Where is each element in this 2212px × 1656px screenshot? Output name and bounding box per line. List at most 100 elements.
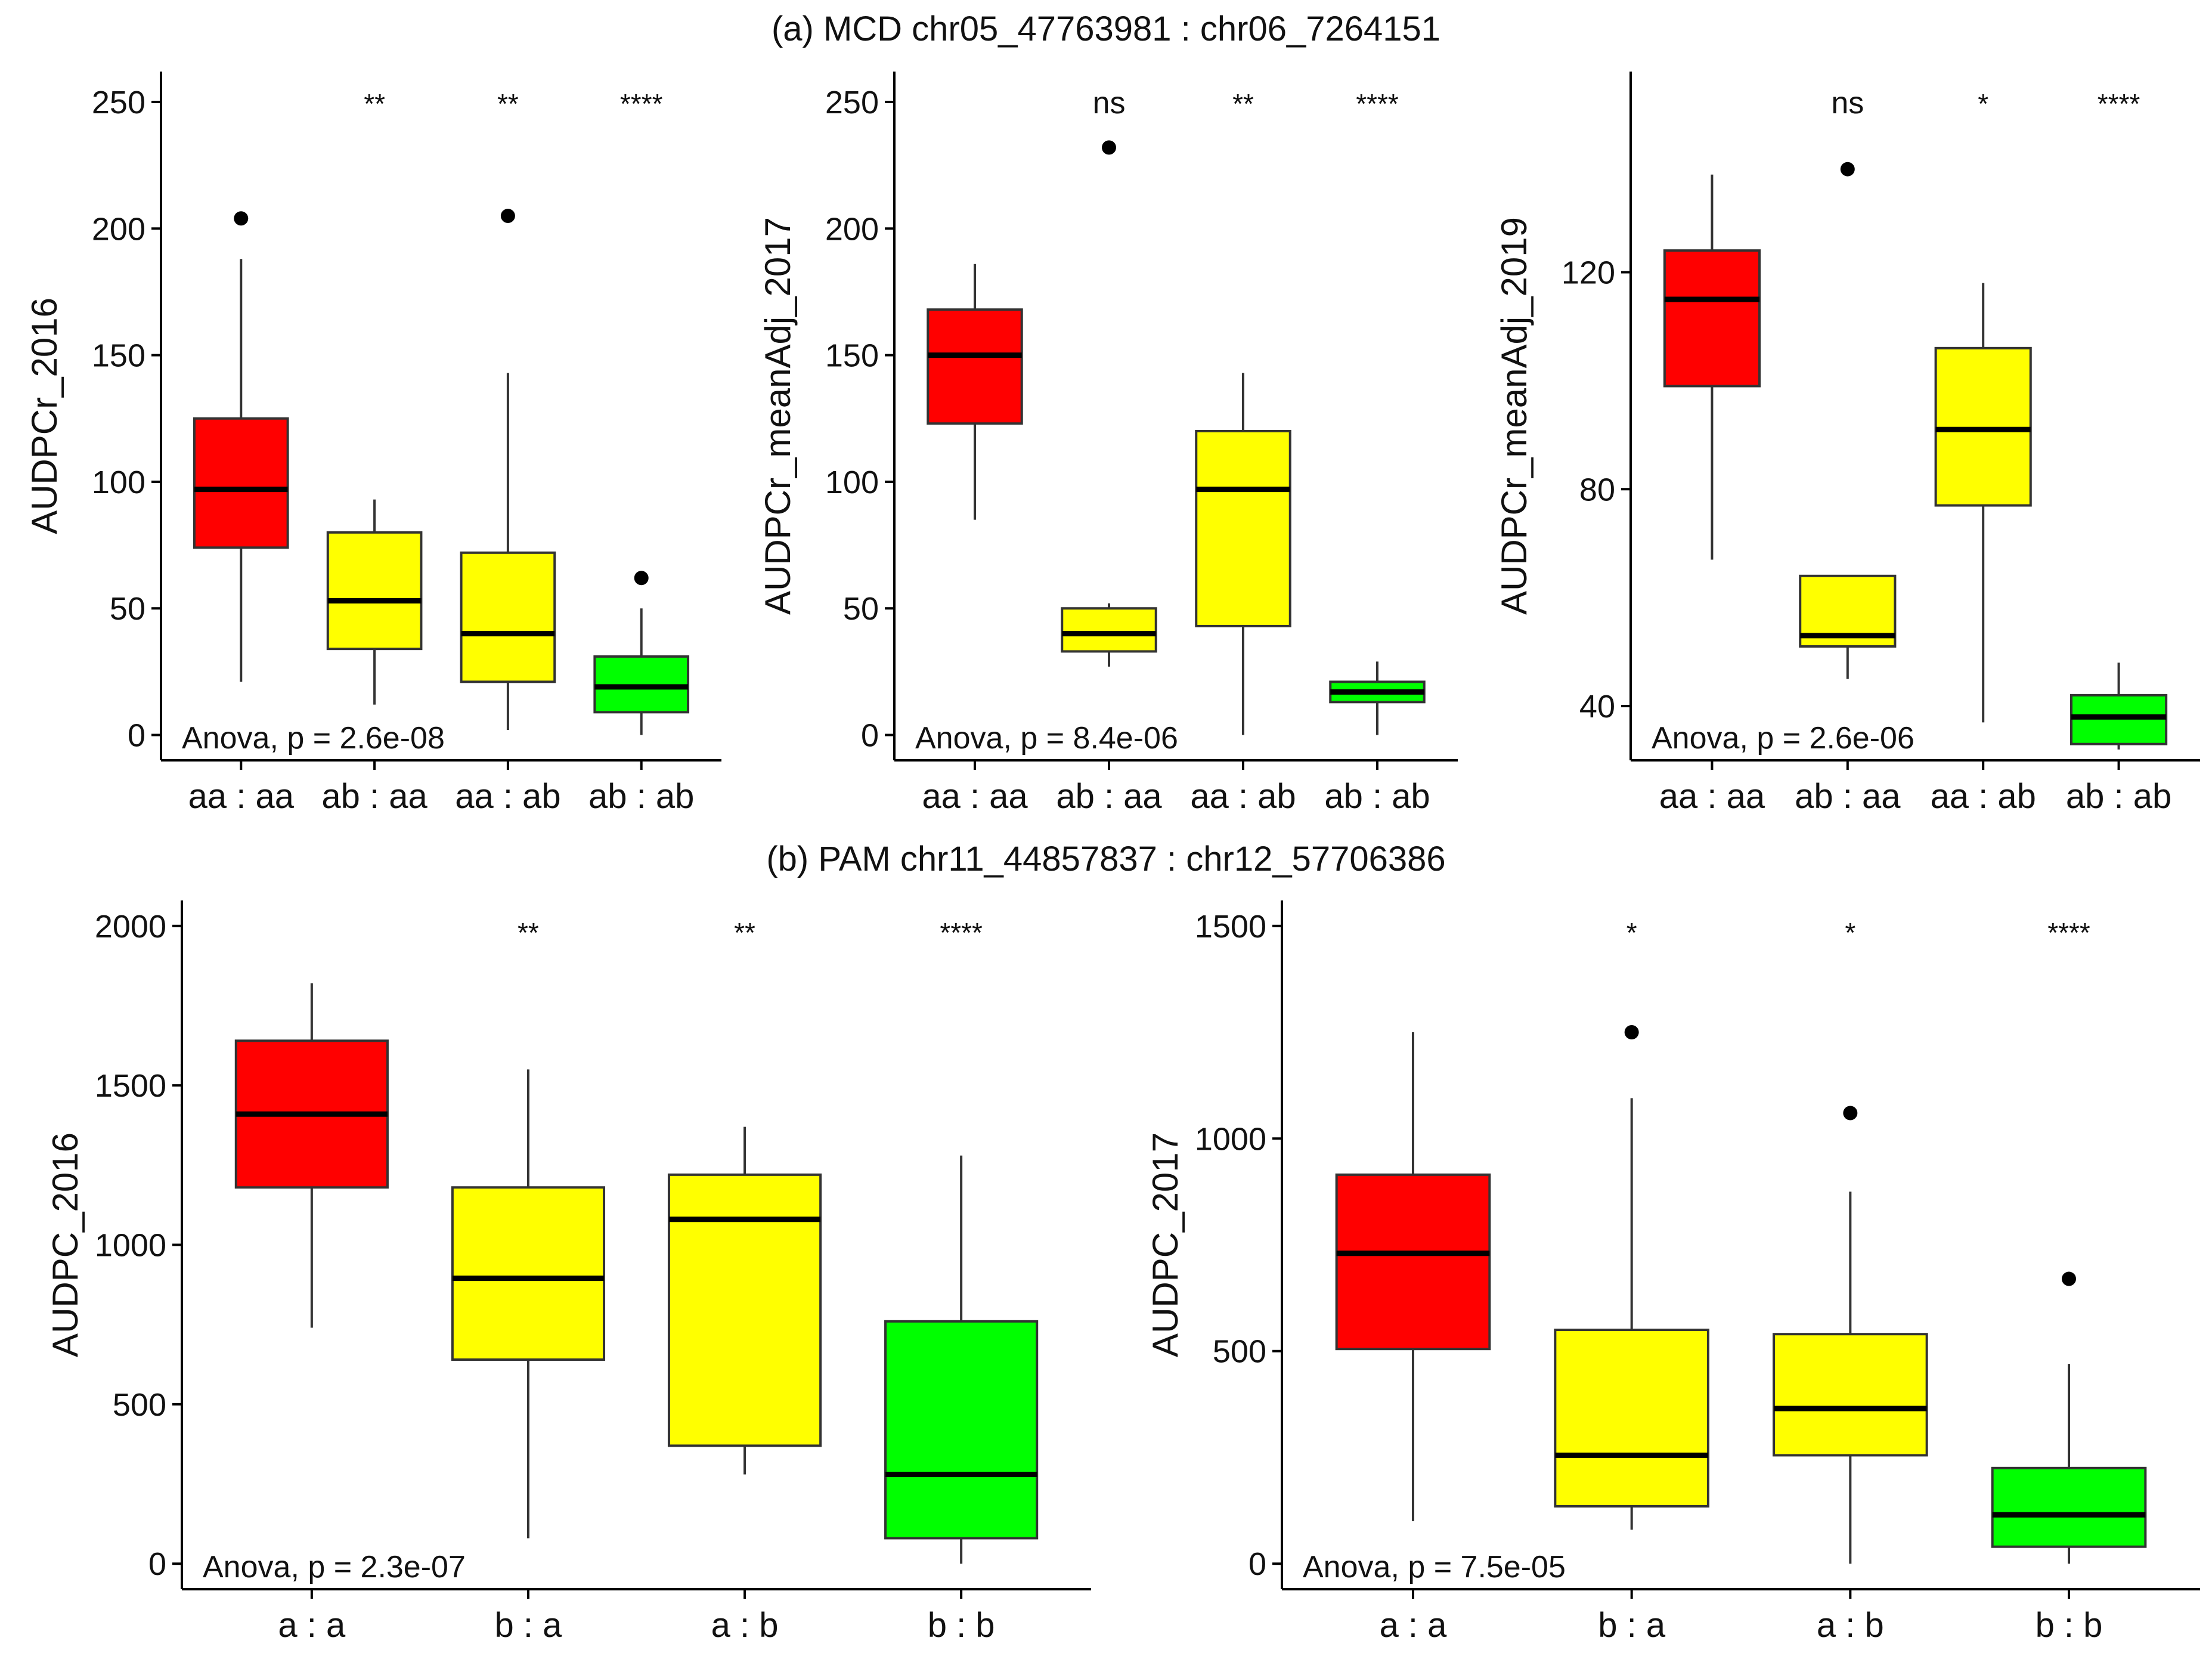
outlier-point (1840, 162, 1855, 177)
box-2 (326, 499, 423, 705)
y-tick-label: 500 (113, 1387, 166, 1423)
box-body (451, 1186, 606, 1361)
y-tick-label: 100 (92, 465, 145, 500)
y-axis-label: AUDPCr_meanAdj_2019 (1494, 217, 1534, 615)
section-title-a: (a) MCD chr05_47763981 : chr06_7264151 (772, 10, 1440, 48)
x-tick-label: b : a (495, 1606, 563, 1645)
box-3 (1195, 373, 1291, 735)
y-tick-label: 0 (148, 1546, 166, 1582)
box-2 (1799, 162, 1897, 679)
box-body (460, 551, 556, 683)
significance-label: ** (734, 917, 755, 948)
box-2 (1061, 140, 1157, 667)
anova-annotation: Anova, p = 8.4e-06 (915, 721, 1178, 756)
x-tick-label: a : b (1817, 1606, 1884, 1645)
anova-annotation: Anova, p = 2.6e-08 (182, 721, 445, 756)
box-3 (667, 1126, 822, 1475)
box-4 (884, 1155, 1039, 1564)
x-tick-label: ab : ab (2066, 777, 2171, 816)
x-tick-label: aa : aa (922, 777, 1028, 816)
box-1 (1335, 1032, 1491, 1521)
y-tick-label: 150 (92, 338, 145, 374)
y-tick-label: 0 (861, 718, 879, 754)
significance-label: **** (940, 917, 983, 948)
box-3 (1773, 1106, 1928, 1564)
significance-label: **** (2098, 88, 2140, 119)
x-tick-label: aa : aa (1659, 777, 1765, 816)
outlier-point (634, 571, 649, 586)
outlier-point (500, 209, 515, 224)
box-4 (2070, 663, 2168, 750)
box-2 (451, 1069, 606, 1539)
x-tick-label: ab : ab (1324, 777, 1430, 816)
y-tick-label: 1500 (95, 1068, 166, 1104)
y-axis-label: AUDPCr_2016 (24, 298, 64, 534)
box-body (326, 531, 423, 651)
y-tick-label: 200 (92, 211, 145, 247)
significance-label: ns (1093, 86, 1126, 120)
box-4 (1991, 1271, 2147, 1564)
box-body (927, 308, 1023, 425)
box-4 (593, 571, 690, 735)
box-3 (460, 209, 556, 731)
box-body (1663, 249, 1761, 388)
x-tick-label: a : a (1380, 1606, 1448, 1645)
box-2 (1554, 1025, 1709, 1530)
box-body (1773, 1333, 1928, 1457)
outlier-point (1843, 1106, 1858, 1120)
y-tick-label: 200 (825, 211, 879, 247)
y-tick-label: 1000 (1195, 1121, 1266, 1157)
y-tick-label: 0 (1248, 1546, 1266, 1582)
significance-label: * (1845, 917, 1855, 948)
outlier-point (2062, 1271, 2076, 1286)
x-tick-label: a : b (711, 1606, 779, 1645)
y-axis-label: AUDPC_2016 (45, 1132, 85, 1357)
y-tick-label: 50 (110, 591, 145, 627)
x-tick-label: aa : aa (188, 777, 295, 816)
box-3 (1934, 283, 2032, 723)
y-tick-label: 0 (128, 718, 145, 754)
y-tick-label: 500 (1213, 1334, 1266, 1370)
significance-label: **** (2047, 917, 2090, 948)
x-tick-label: ab : ab (588, 777, 694, 816)
outlier-point (1102, 140, 1116, 155)
significance-label: ** (497, 88, 519, 119)
y-axis-label: AUDPC_2017 (1145, 1132, 1185, 1357)
significance-label: ** (364, 88, 385, 119)
box-body (1554, 1329, 1709, 1508)
outlier-point (234, 211, 249, 226)
x-tick-label: ab : aa (1795, 777, 1901, 816)
x-tick-label: b : b (928, 1606, 995, 1645)
x-tick-label: ab : aa (1056, 777, 1162, 816)
box-body (2070, 694, 2168, 745)
y-axis-label: AUDPCr_meanAdj_2017 (758, 217, 798, 615)
box-body (1061, 607, 1157, 653)
anova-annotation: Anova, p = 7.5e-05 (1303, 1550, 1566, 1584)
anova-annotation: Anova, p = 2.3e-07 (203, 1550, 466, 1584)
section-title-b: (b) PAM chr11_44857837 : chr12_57706386 (766, 840, 1445, 878)
y-tick-label: 50 (843, 591, 879, 627)
y-tick-label: 1000 (95, 1228, 166, 1264)
x-tick-label: ab : aa (321, 777, 427, 816)
anova-annotation: Anova, p = 2.6e-06 (1652, 721, 1914, 756)
y-tick-label: 120 (1562, 255, 1615, 290)
x-tick-label: aa : ab (1931, 777, 2036, 816)
significance-label: ns (1831, 86, 1864, 120)
y-tick-label: 100 (825, 465, 879, 500)
y-tick-label: 150 (825, 338, 879, 374)
outlier-point (1624, 1025, 1639, 1040)
y-tick-label: 250 (825, 85, 879, 120)
box-1 (234, 983, 389, 1328)
box-body (884, 1320, 1039, 1540)
box-1 (1663, 174, 1761, 560)
box-body (1991, 1466, 2147, 1548)
x-tick-label: b : b (2036, 1606, 2103, 1645)
box-body (1335, 1173, 1491, 1351)
box-body (667, 1173, 822, 1447)
y-tick-label: 1500 (1195, 909, 1266, 945)
